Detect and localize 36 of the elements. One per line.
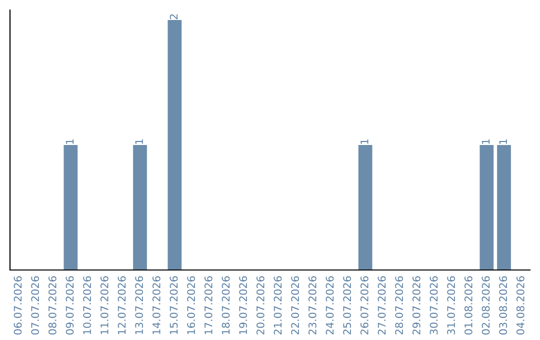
x-tick-label: 01.08.2026 bbox=[464, 276, 472, 335]
data-label: 1 bbox=[360, 139, 368, 144]
x-tick-label: 24.07.2026 bbox=[326, 276, 334, 334]
x-tick-label: 21.07.2026 bbox=[274, 276, 282, 334]
x-tick-label: 14.07.2026 bbox=[152, 276, 160, 334]
data-label: 1 bbox=[66, 139, 74, 144]
x-tick-label: 18.07.2026 bbox=[222, 276, 230, 334]
x-tick-label: 16.07.2026 bbox=[187, 276, 196, 334]
x-tick-label: 25.07.2026 bbox=[343, 276, 352, 334]
data-label: 1 bbox=[499, 139, 507, 144]
x-tick-label: 04.08.2026 bbox=[516, 276, 524, 335]
x-tick-label: 30.07.2026 bbox=[430, 276, 438, 334]
x-tick-label: 13.07.2026 bbox=[135, 276, 144, 334]
x-tick-label: 29.07.2026 bbox=[412, 276, 420, 334]
data-label: 1 bbox=[482, 139, 490, 144]
x-tick-label: 20.07.2026 bbox=[256, 276, 264, 334]
x-tick-label: 06.07.2026 bbox=[14, 276, 22, 335]
x-tick-label: 28.07.2026 bbox=[395, 276, 404, 334]
x-tick-label: 07.07.2026 bbox=[31, 276, 40, 335]
x-tick-label: 11.07.2026 bbox=[100, 276, 108, 334]
x-tick-label: 23.07.2026 bbox=[308, 276, 316, 334]
x-tick-label: 09.07.2026 bbox=[66, 276, 74, 335]
x-tick-label: 03.08.2026 bbox=[499, 276, 508, 335]
x-tick-label: 17.07.2026 bbox=[204, 276, 212, 334]
x-tick-label: 31.07.2026 bbox=[447, 276, 456, 334]
x-tick-label: 12.07.2026 bbox=[118, 276, 126, 334]
x-tick-label: 10.07.2026 bbox=[83, 276, 92, 334]
x-tick-label: 22.07.2026 bbox=[291, 276, 300, 334]
x-tick-label: 02.08.2026 bbox=[482, 276, 490, 335]
data-label: 2 bbox=[170, 14, 178, 20]
x-tick-label: 08.07.2026 bbox=[48, 276, 56, 335]
x-tick-label: 27.07.2026 bbox=[378, 276, 386, 334]
data-label: 1 bbox=[135, 139, 143, 144]
x-tick-label: 19.07.2026 bbox=[239, 276, 248, 334]
x-tick-label: 15.07.2026 bbox=[170, 276, 178, 334]
x-tick-label: 26.07.2026 bbox=[360, 276, 368, 334]
